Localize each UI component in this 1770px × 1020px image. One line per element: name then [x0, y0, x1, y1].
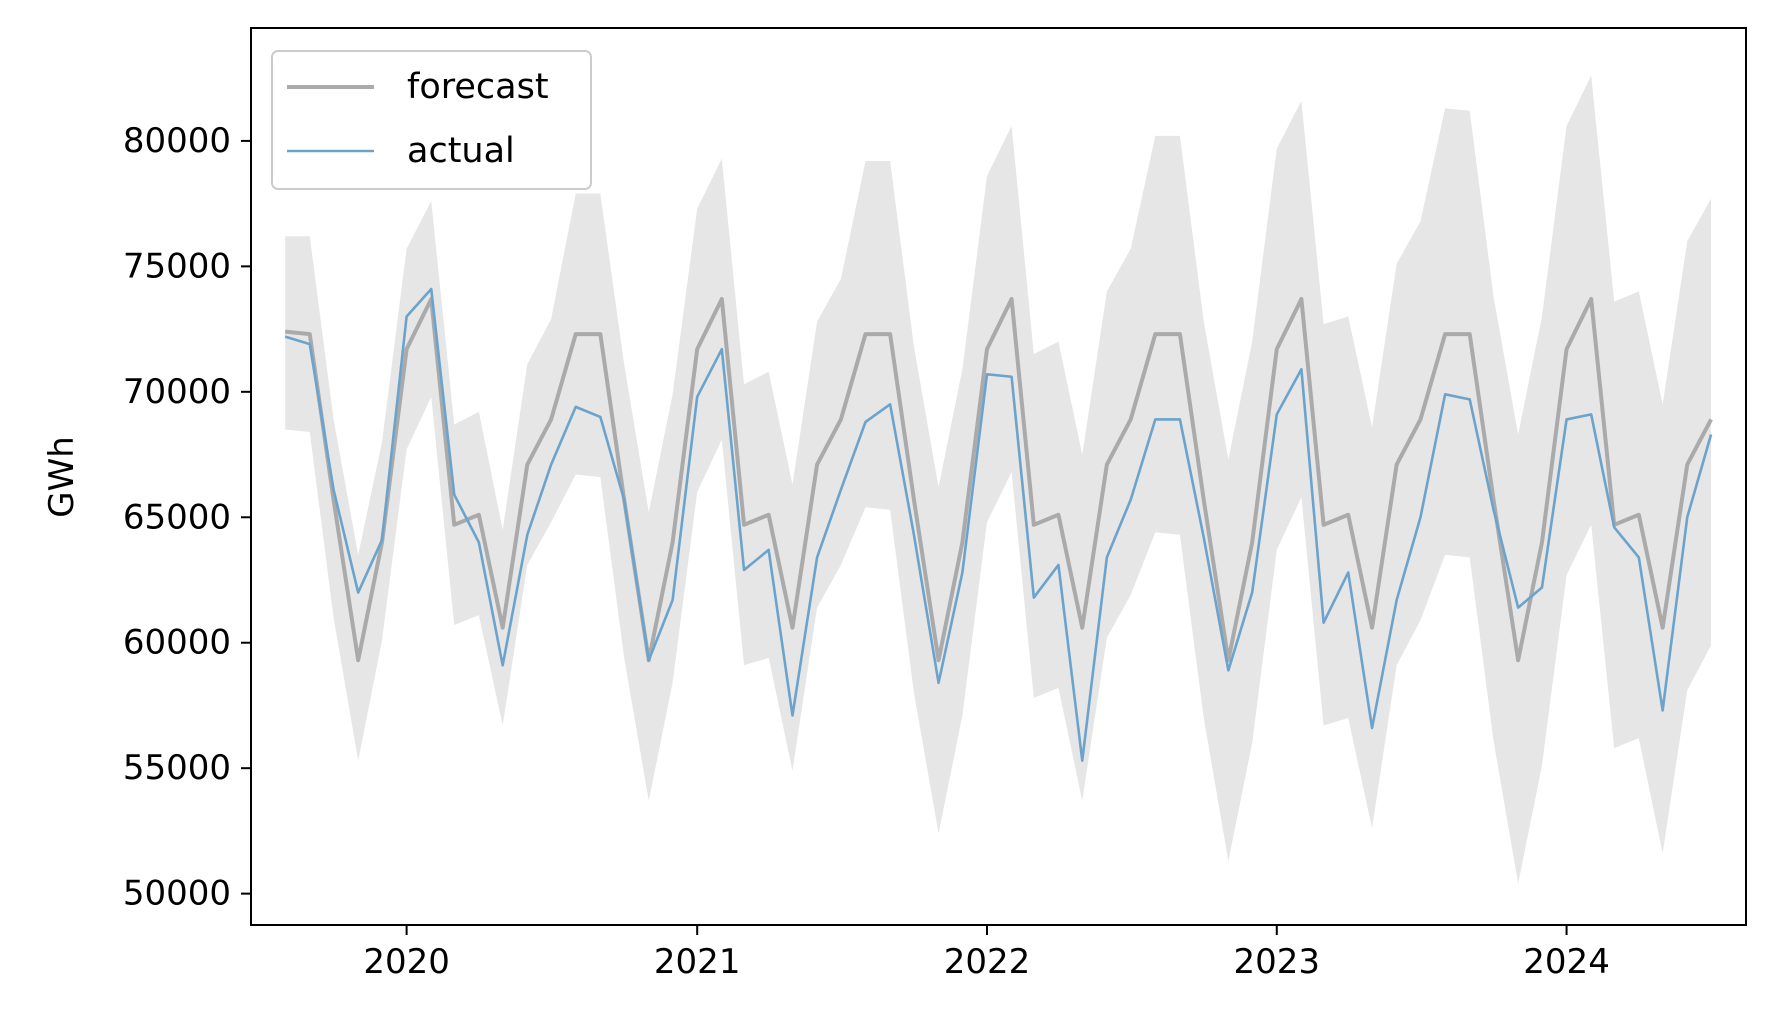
- y-tick-label: 60000: [123, 623, 231, 663]
- x-tick-label: 2024: [1523, 942, 1610, 982]
- y-tick-label: 65000: [123, 497, 231, 537]
- x-axis: 2020 2021 2022 2023 2024: [363, 925, 1610, 982]
- x-tick-label: 2020: [363, 942, 450, 982]
- forecast-line: [284, 296, 1713, 663]
- x-tick-label: 2023: [1234, 942, 1321, 982]
- plot-frame: [250, 27, 1747, 926]
- y-tick-label: 70000: [123, 372, 231, 412]
- actual-line: [284, 287, 1713, 762]
- x-tick-label: 2021: [654, 942, 741, 982]
- y-tick-label: 80000: [123, 121, 231, 161]
- confidence-band-layer: [285, 75, 1712, 884]
- y-tick-label: 55000: [123, 748, 231, 788]
- legend: forecast actual: [271, 50, 592, 190]
- actual-legend-label: actual: [407, 131, 515, 171]
- y-axis: 50000 55000 60000 65000 70000 75000 80000: [123, 121, 251, 914]
- forecast-interval-band: [285, 75, 1712, 884]
- y-tick-label: 75000: [123, 246, 231, 286]
- series-line-layer: [284, 287, 1713, 762]
- y-tick-label: 50000: [123, 874, 231, 914]
- forecast-legend-label: forecast: [407, 67, 549, 107]
- x-tick-label: 2022: [944, 942, 1031, 982]
- y-axis-label: GWh: [42, 436, 82, 518]
